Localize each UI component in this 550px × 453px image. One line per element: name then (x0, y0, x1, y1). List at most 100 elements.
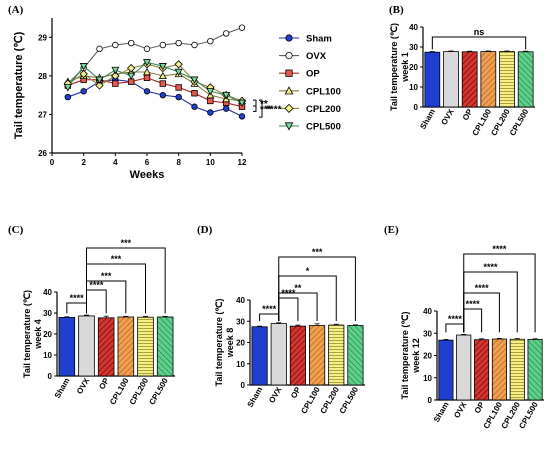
bar (527, 339, 543, 401)
x-tick-label: OP (461, 107, 475, 122)
x-tick-label: Sham (418, 108, 437, 131)
bar (438, 339, 454, 401)
y-tick-label: 30 (409, 43, 418, 52)
significance-bracket (278, 275, 337, 322)
y-axis-label: Tail temperature (℃) (13, 31, 25, 139)
data-point (206, 88, 215, 96)
series-line (67, 71, 243, 102)
data-point (127, 63, 136, 73)
bar (117, 316, 135, 377)
data-point (175, 39, 182, 47)
data-point (63, 84, 72, 92)
significance-bracket (463, 253, 536, 333)
significance-bracket (278, 297, 299, 322)
x-tick-label: 12 (238, 158, 247, 167)
y-tick-label: 10 (236, 360, 245, 369)
data-point (175, 93, 182, 101)
y-tick-label: 28 (38, 72, 47, 81)
data-point (111, 71, 120, 81)
data-point (158, 63, 167, 71)
line-chart-weekly: 26 27 28 29 0 2 4 6 8 10 12 Weeks Tail temperature (… (13, 18, 341, 181)
data-point (143, 59, 151, 67)
x-tick-label: OP (97, 376, 111, 391)
significance-bracket (253, 99, 257, 107)
significance-bracket (431, 36, 527, 50)
panel-letter-a: (A) (8, 4, 24, 16)
data-point (79, 69, 88, 79)
data-point (95, 81, 104, 90)
data-point (143, 67, 151, 76)
y-axis-label: Tail temperature (℃) (389, 23, 399, 111)
panel-letter-b: (B) (389, 4, 404, 16)
data-point (143, 74, 151, 81)
significance-label: ns (474, 27, 485, 37)
y-tick-label: 0 (48, 372, 53, 381)
significance-label: **** (466, 299, 481, 309)
significance-label: **** (448, 314, 463, 324)
y-axis-label: Tail temperature (℃) (22, 290, 32, 378)
data-point (143, 88, 151, 95)
significance-label: **** (70, 293, 85, 303)
significance-label: *** (101, 271, 112, 281)
x-tick-label: 8 (176, 158, 181, 167)
x-tick-label: Sham (53, 377, 72, 400)
data-point (80, 88, 87, 95)
data-point (222, 91, 231, 100)
x-tick-label: 6 (145, 158, 150, 167)
significance-label: **** (475, 283, 490, 293)
bar (328, 324, 345, 386)
data-point (79, 63, 88, 71)
data-point (222, 30, 230, 37)
data-point (112, 80, 119, 87)
legend-marker (285, 34, 293, 42)
x-tick-label: Sham (246, 386, 265, 409)
bar (58, 317, 76, 377)
bar (347, 325, 364, 386)
y-tick-label: 20 (423, 352, 432, 361)
bar (480, 51, 497, 108)
x-tick-label: CPL500 (508, 107, 531, 137)
x-axis-label: Weeks (130, 169, 165, 181)
y-tick-label: 10 (423, 374, 432, 383)
legend-marker (285, 69, 293, 77)
significance-label: *** (312, 247, 323, 257)
bar (517, 51, 534, 108)
significance-label: **** (492, 244, 507, 254)
significance-label: * (306, 266, 310, 276)
bar (251, 326, 268, 386)
bar (509, 338, 525, 401)
bar (443, 51, 459, 108)
y-tick-label: 30 (236, 317, 245, 326)
bar (137, 316, 154, 377)
data-point (127, 39, 135, 47)
x-tick-label: OVX (267, 385, 284, 405)
panel-letter-d: (D) (197, 224, 213, 236)
y-tick-label: 40 (423, 307, 432, 316)
y-tick-label: 0 (241, 381, 246, 390)
y-tick-label: 26 (38, 149, 47, 158)
data-point (158, 71, 167, 80)
bar (97, 317, 115, 377)
x-tick-label: 10 (206, 158, 215, 167)
significance-label: **** (89, 280, 104, 290)
x-tick-label: Sham (432, 401, 451, 424)
y-tick-label: 30 (43, 309, 52, 318)
y-axis-sublabel: week 4 (33, 319, 43, 350)
bar (461, 51, 478, 108)
y-tick-label: 20 (236, 339, 245, 348)
significance-label: ** (294, 283, 302, 293)
y-axis-sublabel: week 12 (411, 338, 421, 374)
data-point (191, 90, 198, 97)
bar (156, 316, 174, 377)
legend-label: CPL500 (306, 122, 341, 133)
bar (474, 339, 490, 401)
legend-label: Sham (306, 34, 332, 45)
data-point (207, 97, 214, 105)
bar (424, 51, 441, 108)
significance-bracket (86, 247, 166, 314)
data-point (96, 45, 103, 53)
